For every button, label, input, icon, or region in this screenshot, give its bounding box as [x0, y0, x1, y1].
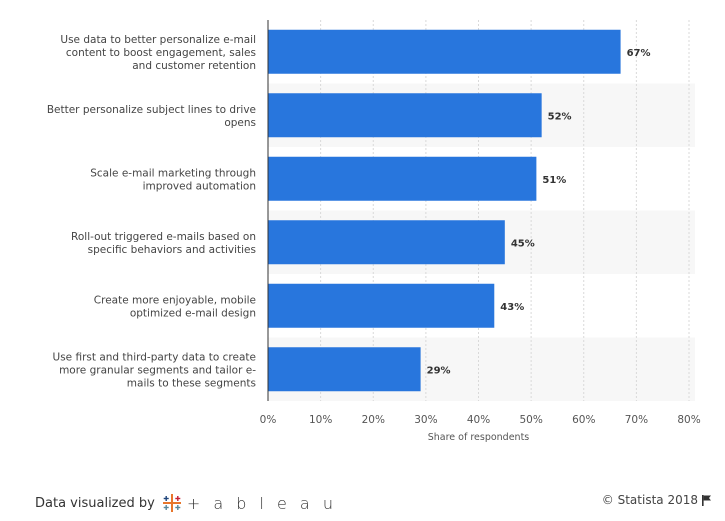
footer-visualized-by[interactable]: Data visualized by + a b l e a u — [35, 491, 337, 515]
category-label: optimized e-mail design — [130, 307, 256, 319]
bar[interactable] — [268, 29, 621, 74]
grid-lines — [320, 20, 690, 401]
category-label: opens — [224, 117, 256, 129]
category-label: Scale e-mail marketing through — [90, 167, 256, 179]
value-label: 52% — [548, 111, 572, 122]
x-tick-label: 80% — [677, 414, 700, 426]
bar[interactable] — [268, 156, 537, 201]
category-label: Use data to better personalize e-mail — [60, 34, 256, 46]
value-label: 51% — [542, 175, 566, 186]
tableau-wordmark: + a b l e a u — [186, 493, 337, 513]
copyright-text: © Statista 2018 — [601, 493, 698, 507]
x-axis-title: Share of respondents — [428, 432, 530, 443]
bars — [268, 29, 621, 392]
bar[interactable] — [268, 93, 542, 138]
x-tick-label: 10% — [309, 414, 332, 426]
footer-copyright[interactable]: © Statista 2018 — [602, 493, 711, 507]
category-label: Create more enjoyable, mobile — [94, 294, 256, 306]
flag-icon — [702, 494, 711, 506]
value-labels: 67% 52% 51% 45% 43% 29% — [427, 48, 651, 377]
category-label: Roll-out triggered e-mails based on — [71, 231, 256, 243]
x-tick-label: 30% — [414, 414, 437, 426]
x-tick-label: 70% — [625, 414, 648, 426]
visualized-by-text: Data visualized by — [35, 495, 155, 511]
bar[interactable] — [268, 283, 495, 328]
category-label: and customer retention — [132, 60, 256, 72]
value-label: 45% — [511, 238, 535, 249]
tableau-logo-icon — [162, 494, 181, 512]
x-tick-label: 60% — [572, 414, 595, 426]
x-tick-label: 50% — [519, 414, 542, 426]
bar[interactable] — [268, 220, 505, 265]
category-label: more granular segments and tailor e- — [59, 364, 256, 376]
category-label: improved automation — [143, 180, 256, 192]
x-tick-label: 0% — [260, 414, 277, 426]
category-label: specific behaviors and activities — [88, 244, 256, 256]
x-tick-labels: 0% 10% 20% 30% 40% 50% 60% 70% 80% — [260, 414, 701, 426]
category-label: Better personalize subject lines to driv… — [47, 104, 256, 116]
value-label: 67% — [627, 48, 651, 59]
category-label: Use first and third-party data to create — [53, 351, 256, 363]
category-label: mails to these segments — [127, 377, 256, 389]
value-label: 29% — [427, 365, 451, 376]
category-labels: Use data to better personalize e-mailcon… — [47, 34, 256, 390]
x-tick-label: 20% — [362, 414, 385, 426]
bar[interactable] — [268, 347, 421, 392]
category-label: content to boost engagement, sales — [66, 47, 256, 59]
value-label: 43% — [500, 302, 524, 313]
x-tick-label: 40% — [467, 414, 490, 426]
